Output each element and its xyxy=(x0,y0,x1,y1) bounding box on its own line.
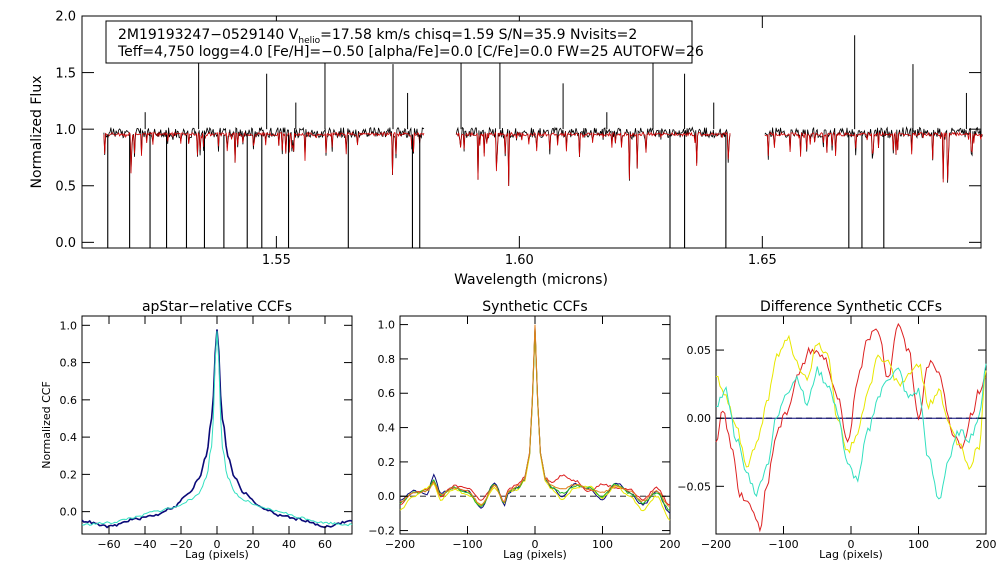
y-tick-label: −0.05 xyxy=(677,480,711,493)
y-tick-label: 0.6 xyxy=(60,394,78,407)
y-tick-label: −0.2 xyxy=(368,525,395,538)
x-tick-label: −200 xyxy=(701,538,731,551)
synthetic-xlabel: Lag (pixels) xyxy=(503,548,567,561)
y-tick-label: 0.8 xyxy=(378,353,396,366)
apstar-xlabel: Lag (pixels) xyxy=(185,548,249,561)
orange-ccf-line xyxy=(399,324,671,507)
apstar-series xyxy=(81,329,353,529)
apstar-ticks: −60 −40 −20 0 20 40 60 0.0 0.2 0.4 0.6 0.8 1.0 xyxy=(60,316,352,551)
y-tick-label: 0.2 xyxy=(60,468,78,481)
difference-frame xyxy=(715,315,987,535)
synthetic-frame xyxy=(399,315,671,535)
apstar-ccf-panel: −60 −40 −20 0 20 40 60 0.0 0.2 0.4 0.6 0.8 1.0 apSta… xyxy=(40,299,353,561)
x-tick-label: 1.60 xyxy=(505,253,534,268)
difference-series xyxy=(715,322,987,533)
y-tick-label: 1.0 xyxy=(378,319,396,332)
y-tick-label: 0.2 xyxy=(378,456,396,469)
spectrum-series xyxy=(103,25,983,248)
x-tick-label: 20 xyxy=(246,538,260,551)
y-tick-label: 0.4 xyxy=(60,431,78,444)
difference-ccf-panel: −200 −100 0 100 200 −0.05 0.00 0.05 Difference … xyxy=(677,299,996,561)
aqua-ccf-line xyxy=(715,363,987,500)
x-tick-label: 200 xyxy=(976,538,997,551)
navy-ccf-line xyxy=(399,330,671,514)
synthetic-ticks: −200 −100 0 100 200 −0.2 0.0 0.2 0.4 0.6 0.8 1.0 xyxy=(368,316,681,551)
visit 2-ccf-line xyxy=(81,331,353,527)
observed-spectrum-line xyxy=(103,126,425,176)
difference-title: Difference Synthetic CCFs xyxy=(760,299,942,315)
x-tick-label: 0 xyxy=(532,538,539,551)
y-tick-label: 1.0 xyxy=(55,123,76,138)
y-tick-label: 0.0 xyxy=(378,490,396,503)
apstar-frame xyxy=(81,315,353,535)
x-tick-label: 0 xyxy=(214,538,221,551)
x-tick-label: 200 xyxy=(660,538,681,551)
spectrum-ticks: 1.55 1.60 1.65 0.0 0.5 1.0 1.5 2.0 xyxy=(55,10,981,268)
synthetic-ccf-panel: −200 −100 0 100 200 −0.2 0.0 0.2 0.4 0.6 0.8 1.0 Sy… xyxy=(368,299,680,561)
x-tick-label: 1.65 xyxy=(748,253,777,268)
x-tick-label: 40 xyxy=(282,538,296,551)
x-tick-label: −200 xyxy=(385,538,415,551)
y-tick-label: 0.0 xyxy=(60,506,78,519)
model-spectrum-line xyxy=(103,131,425,175)
y-tick-label: 1.0 xyxy=(60,319,78,332)
y-tick-label: 0.6 xyxy=(378,387,396,400)
spectrum-frame xyxy=(81,15,982,249)
y-tick-label: 0.0 xyxy=(55,236,76,251)
difference-ticks: −200 −100 0 100 200 −0.05 0.00 0.05 xyxy=(677,316,997,551)
synthetic-title: Synthetic CCFs xyxy=(482,299,587,315)
synthetic-series xyxy=(399,324,671,521)
visit 1-ccf-line xyxy=(81,329,353,529)
spectrum-ylabel: Normalized Flux xyxy=(29,76,45,189)
x-tick-label: −100 xyxy=(452,538,482,551)
red-ccf-line xyxy=(399,326,671,506)
model-spectrum-line xyxy=(455,131,731,187)
x-tick-label: 60 xyxy=(318,538,332,551)
apstar-title: apStar−relative CCFs xyxy=(142,299,292,315)
spectrum-xlabel: Wavelength (microns) xyxy=(454,272,608,288)
x-tick-label: 100 xyxy=(592,538,613,551)
y-tick-label: 2.0 xyxy=(55,10,76,25)
spectrum-header-line1: 2M19193247−0529140 Vhelio=17.58 km/s chi… xyxy=(118,27,637,46)
yellow-ccf-line xyxy=(716,334,987,471)
y-tick-label: 1.5 xyxy=(55,66,76,81)
x-tick-label: −40 xyxy=(133,538,156,551)
y-tick-label: 0.4 xyxy=(378,422,396,435)
x-tick-label: 100 xyxy=(908,538,929,551)
spectrum-header-line2: Teff=4,750 logg=4.0 [Fe/H]=−0.50 [alpha/… xyxy=(117,44,704,60)
x-tick-label: −60 xyxy=(97,538,120,551)
x-tick-label: −100 xyxy=(768,538,798,551)
spectrum-panel: 1.55 1.60 1.65 0.0 0.5 1.0 1.5 2.0 2M19193247−0… xyxy=(29,10,983,288)
green-ccf-line xyxy=(399,328,671,511)
x-tick-label: 0 xyxy=(848,538,855,551)
y-tick-label: 0.8 xyxy=(60,357,78,370)
x-tick-label: −20 xyxy=(169,538,192,551)
apstar-ylabel: Normalized CCF xyxy=(40,381,53,469)
model-spectrum-line xyxy=(764,131,983,183)
spectrum-header-box xyxy=(105,20,693,64)
y-tick-label: 0.00 xyxy=(687,412,712,425)
red-ccf-line xyxy=(715,322,987,533)
x-tick-label: 1.55 xyxy=(262,253,291,268)
difference-xlabel: Lag (pixels) xyxy=(819,548,883,561)
y-tick-label: 0.5 xyxy=(55,179,76,194)
y-tick-label: 0.05 xyxy=(687,344,712,357)
